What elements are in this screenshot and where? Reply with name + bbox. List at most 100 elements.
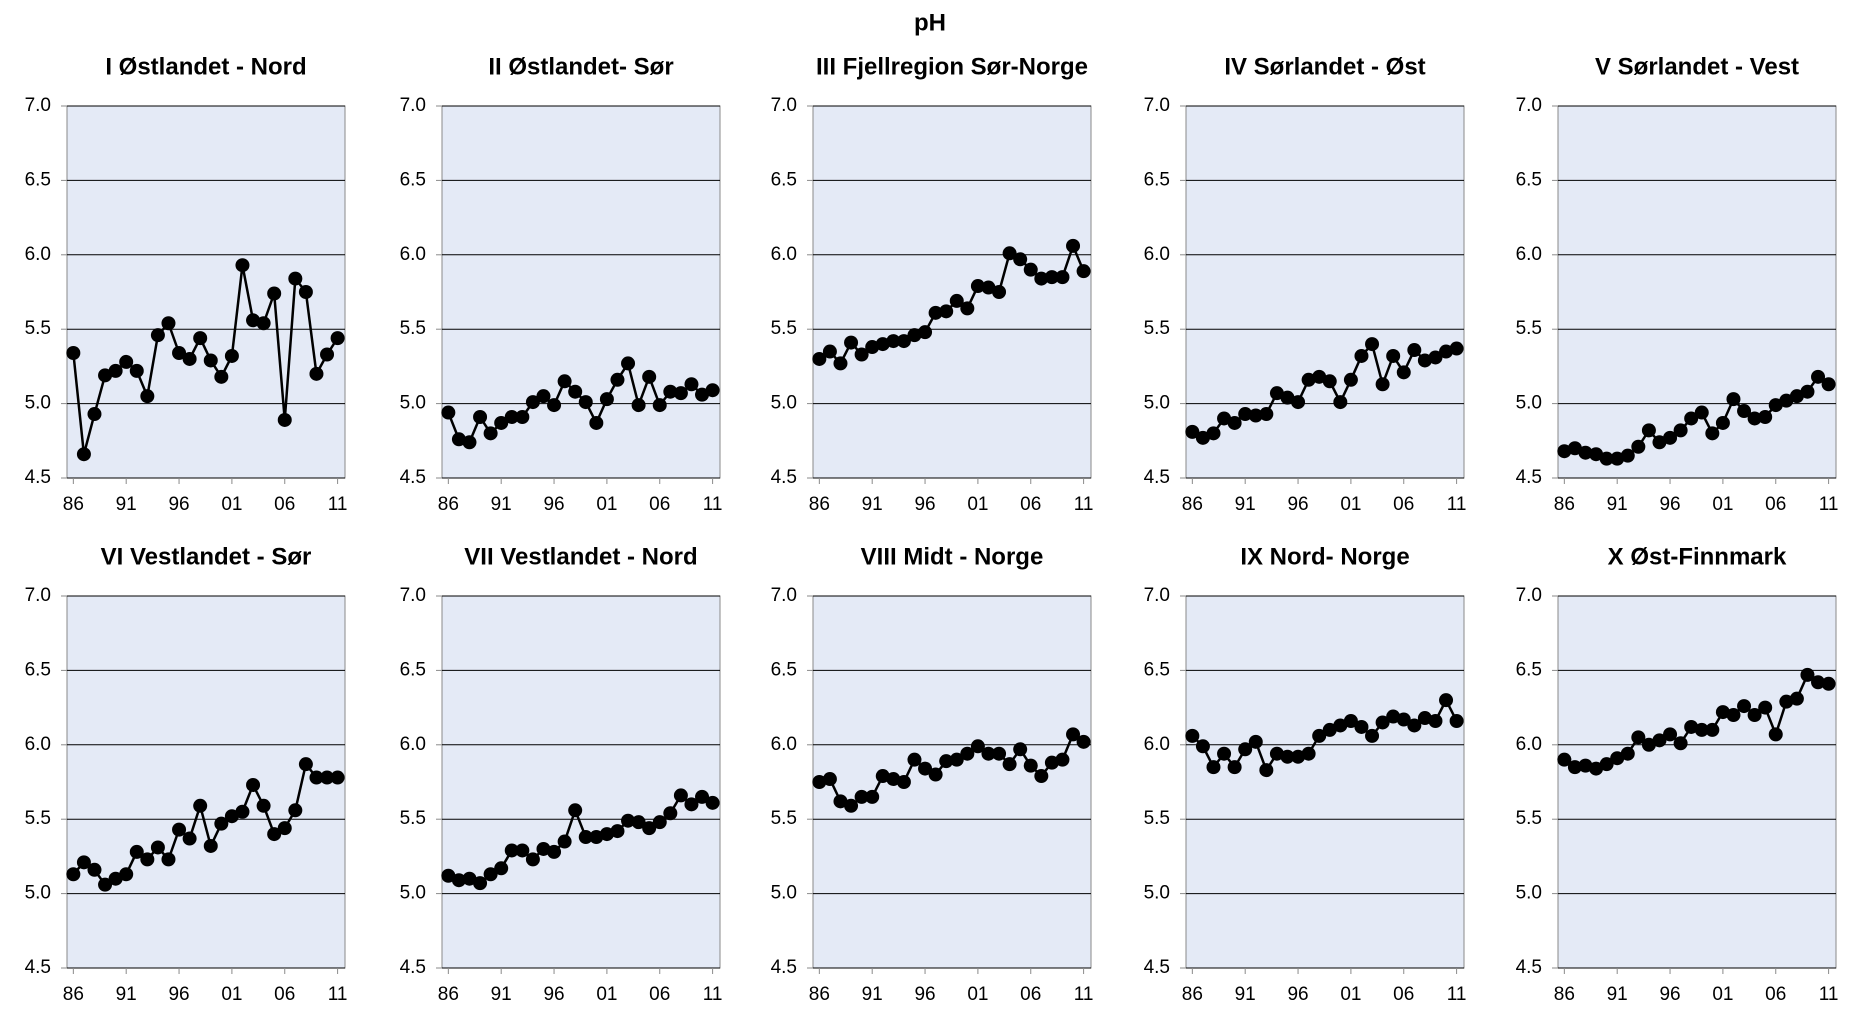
data-point [1227,415,1242,430]
data-point [1185,424,1200,439]
data-point [483,867,498,882]
data-point [928,305,943,320]
data-point [642,821,657,836]
x-tick-label: 96 [1659,984,1680,1005]
x-tick-label: 86 [63,984,84,1005]
x-tick-label: 96 [1659,494,1680,515]
x-tick-label: 96 [168,984,189,1005]
y-tick-label: 4.5 [25,467,51,488]
panel: IX Nord- Norge 4.5 5.0 5.5 6.0 6.5 7.0 86 91 96 01… [1144,543,1467,1005]
data-point [1044,270,1059,285]
data-point [129,363,144,378]
y-tick-label: 7.0 [1516,585,1542,606]
data-point [87,407,102,422]
data-point [1312,728,1327,743]
y-tick-label: 7.0 [25,95,51,116]
data-point [1578,445,1593,460]
data-point [663,806,678,821]
x-tick-label: 01 [1340,494,1361,515]
data-point [515,409,530,424]
data-point [1066,727,1081,742]
y-tick-label: 7.0 [400,585,426,606]
data-point [1365,728,1380,743]
data-point [1055,752,1070,767]
data-point [536,841,551,856]
data-point [267,286,282,301]
y-tick-label: 6.0 [25,244,51,265]
data-point [267,827,282,842]
data-point [1280,390,1295,405]
data-point [1439,344,1454,359]
data-point [1673,736,1688,751]
y-tick-label: 5.5 [1144,808,1170,829]
data-point [1705,426,1720,441]
x-tick-label: 96 [1287,494,1308,515]
y-tick-label: 4.5 [771,957,797,978]
panel: II Østlandet- Sør 4.5 5.0 5.5 6.0 6.5 7.0 86 91 9… [400,53,723,515]
x-tick-label: 91 [116,984,137,1005]
y-tick-label: 5.5 [1516,808,1542,829]
data-point [451,873,466,888]
panel-title: I Østlandet - Nord [105,53,306,80]
data-point [1312,369,1327,384]
data-point [203,353,218,368]
data-point [949,293,964,308]
data-point [473,876,488,891]
data-point [918,761,933,776]
panel-title: IX Nord- Norge [1240,543,1409,570]
data-point [1066,238,1081,253]
x-tick-label: 86 [1554,984,1575,1005]
data-point [1758,700,1773,715]
data-point [1291,749,1306,764]
data-point [833,356,848,371]
x-tick-label: 01 [596,494,617,515]
x-tick-label: 06 [1765,984,1786,1005]
x-tick-label: 91 [491,494,512,515]
data-point [981,746,996,761]
x-tick-label: 96 [914,984,935,1005]
data-point [1779,393,1794,408]
data-point [981,280,996,295]
panel-title: IV Sørlandet - Øst [1224,53,1425,80]
data-point [621,356,636,371]
data-point [1291,395,1306,410]
panel-title: III Fjellregion Sør-Norge [816,53,1088,80]
data-point [1354,719,1369,734]
data-point [1567,441,1582,456]
panel: VIII Midt - Norge 4.5 5.0 5.5 6.0 6.5 7.0 86 91 9… [771,543,1094,1005]
x-tick-label: 06 [649,494,670,515]
y-tick-label: 5.5 [25,808,51,829]
y-tick-label: 5.5 [400,808,426,829]
x-tick-label: 01 [221,494,242,515]
y-tick-label: 4.5 [400,467,426,488]
data-point [277,821,292,836]
data-point [1375,377,1390,392]
data-point [1715,415,1730,430]
data-point [1354,348,1369,363]
x-tick-label: 91 [862,494,883,515]
y-tick-label: 4.5 [25,957,51,978]
data-point [652,815,667,830]
x-tick-label: 91 [491,984,512,1005]
x-tick-label: 91 [1235,984,1256,1005]
x-tick-label: 11 [1819,984,1839,1005]
y-tick-label: 5.5 [771,808,797,829]
data-point [66,867,81,882]
y-tick-label: 6.5 [1144,659,1170,680]
data-point [865,340,880,355]
x-tick-label: 91 [1607,494,1628,515]
data-point [1589,761,1604,776]
data-point [854,347,869,362]
data-point [76,447,91,462]
data-point [172,346,187,361]
data-point [1610,451,1625,466]
data-point [182,351,197,366]
x-tick-label: 91 [116,494,137,515]
x-tick-label: 86 [809,984,830,1005]
data-point [568,384,583,399]
data-point [1652,733,1667,748]
y-tick-label: 5.0 [25,883,51,904]
y-tick-label: 5.0 [25,393,51,414]
data-point [939,754,954,769]
y-tick-label: 6.5 [400,659,426,680]
